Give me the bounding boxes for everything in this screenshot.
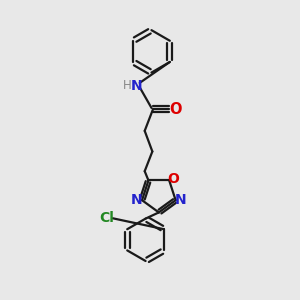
Text: Cl: Cl <box>99 211 114 225</box>
Text: N: N <box>131 79 142 93</box>
Text: O: O <box>167 172 179 186</box>
Text: N: N <box>131 193 142 207</box>
Text: N: N <box>175 193 187 207</box>
Text: O: O <box>169 102 182 117</box>
Text: H: H <box>123 79 132 92</box>
